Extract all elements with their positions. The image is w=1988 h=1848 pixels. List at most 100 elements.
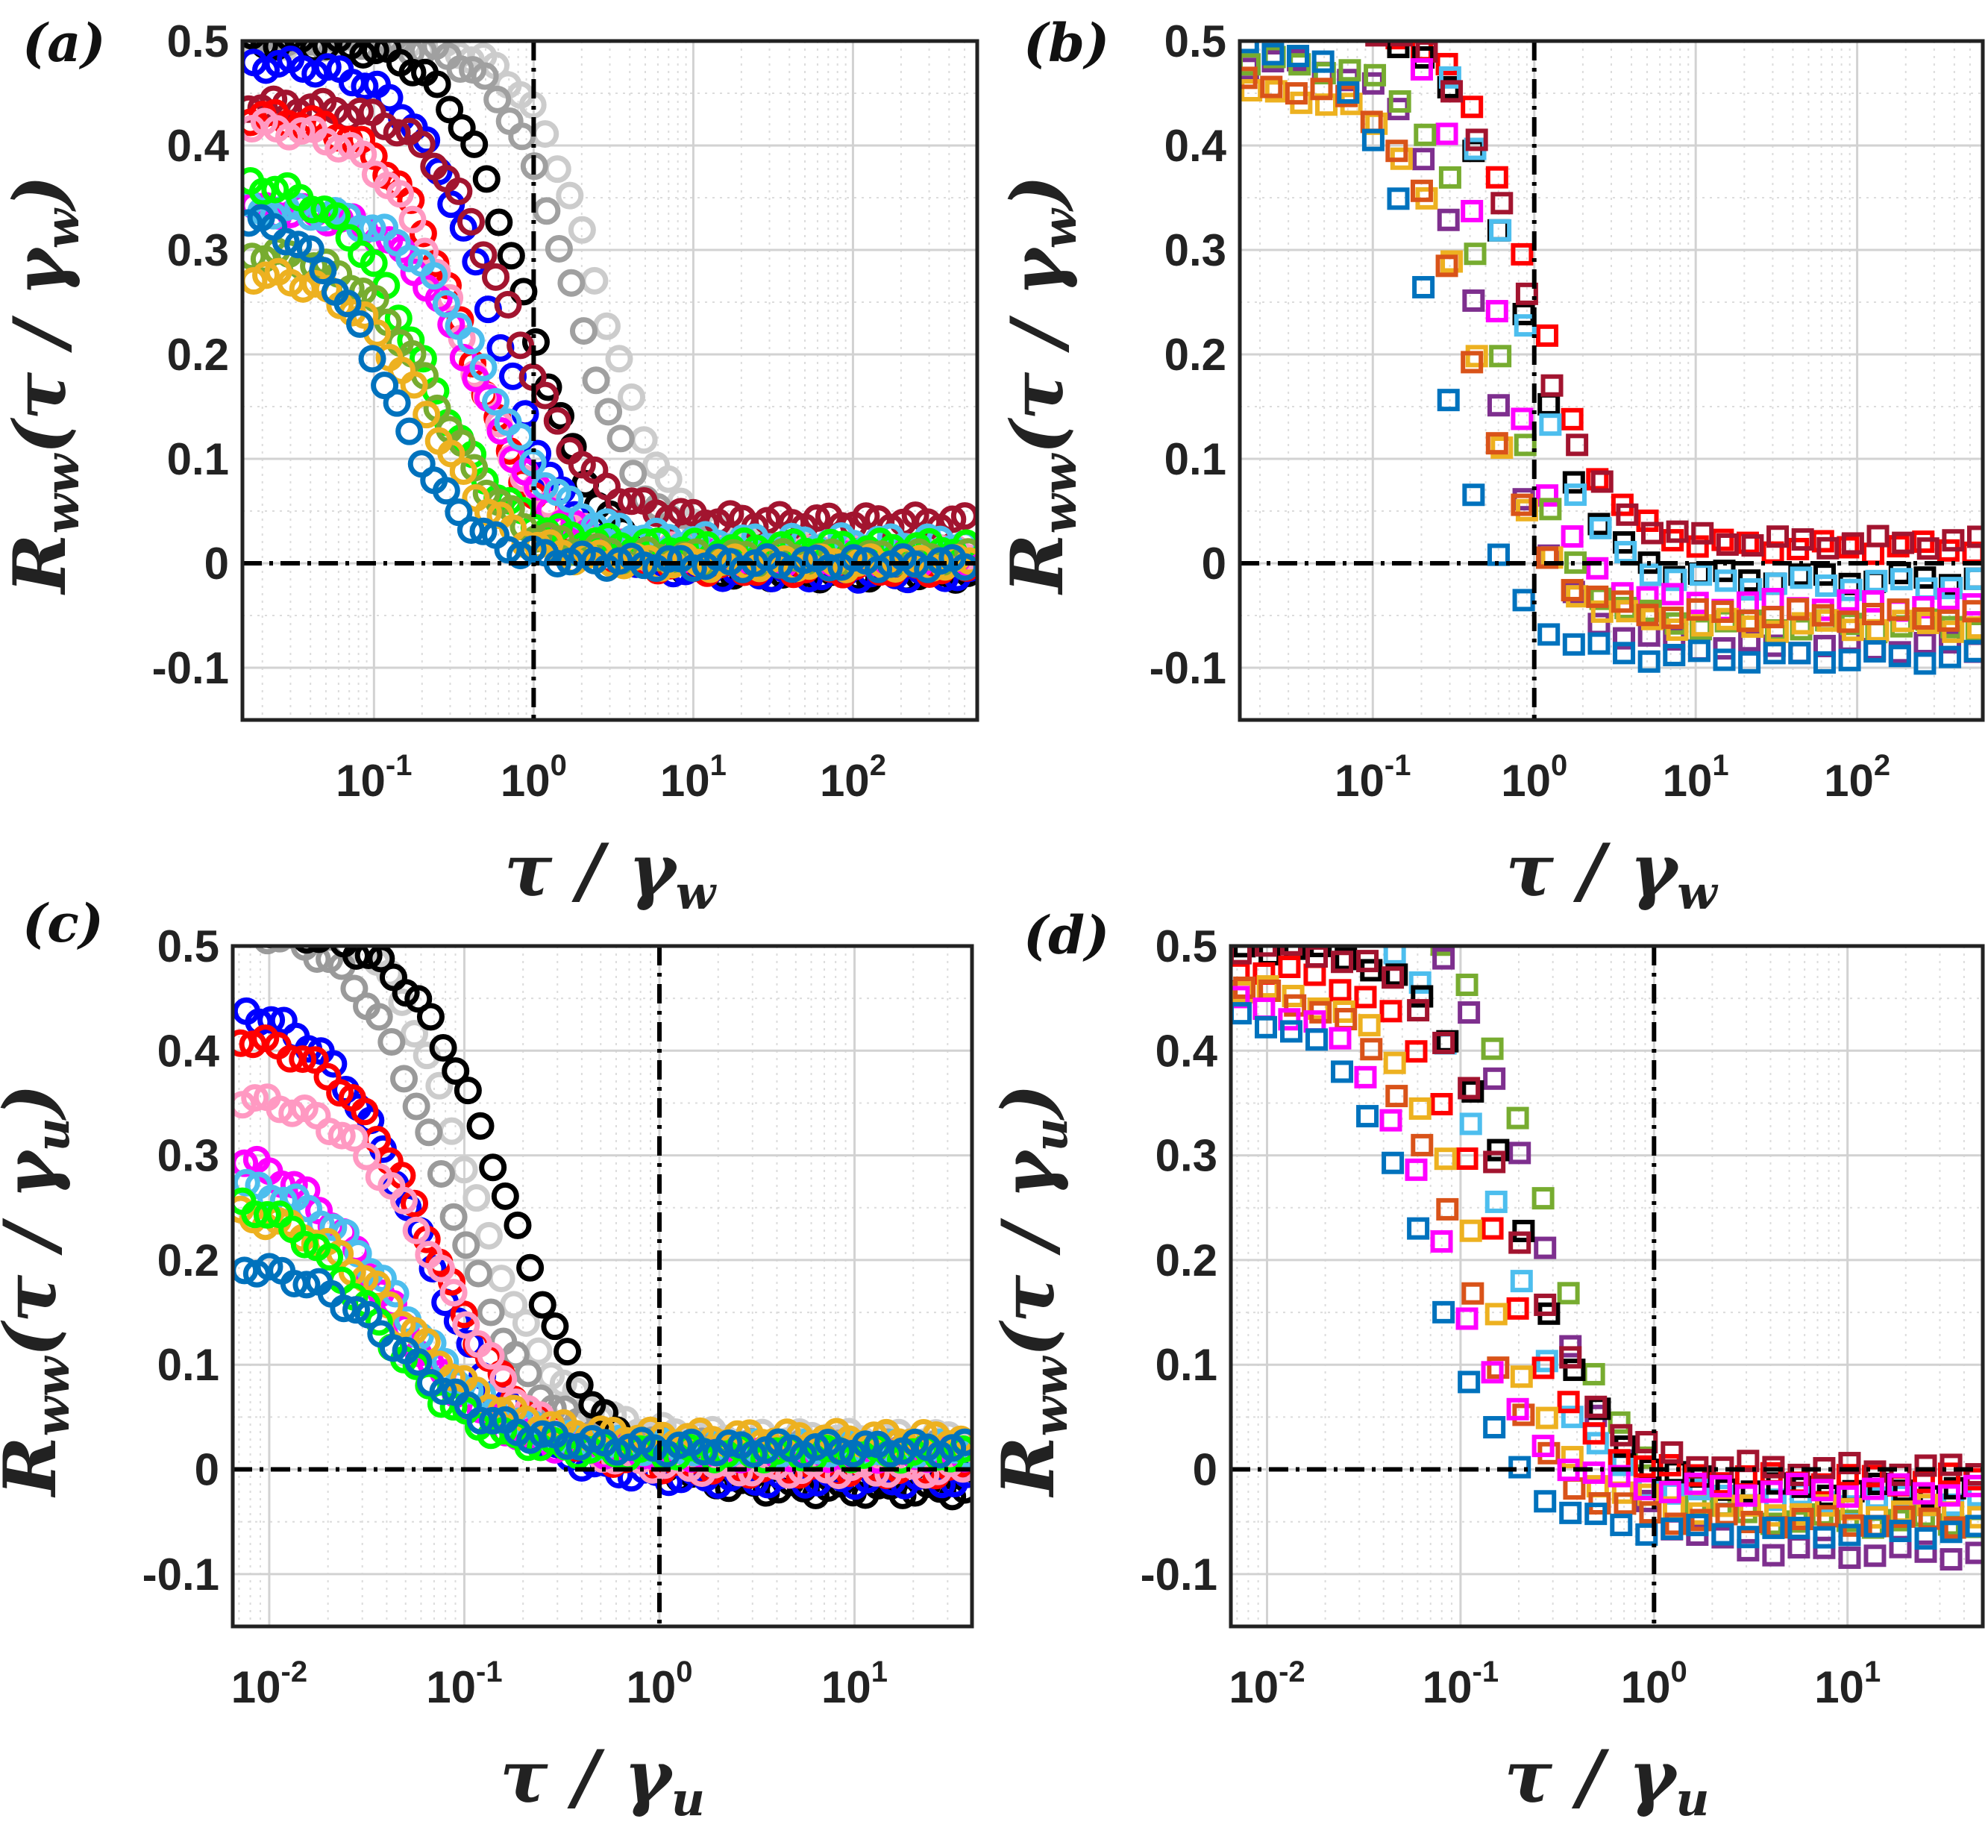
data-point bbox=[1913, 652, 1937, 675]
data-point bbox=[1608, 1411, 1631, 1434]
data-point bbox=[1489, 345, 1512, 368]
data-point bbox=[319, 1050, 348, 1078]
data-point bbox=[1559, 1346, 1582, 1369]
data-point bbox=[471, 62, 499, 90]
data-point bbox=[1310, 78, 1333, 101]
data-point bbox=[379, 1334, 407, 1362]
data-point bbox=[1333, 886, 1351, 904]
data-point bbox=[1278, 1008, 1301, 1031]
data-point bbox=[1289, 19, 1307, 37]
data-point bbox=[1537, 623, 1561, 646]
data-point bbox=[1314, 15, 1332, 33]
data-point bbox=[464, 1259, 492, 1288]
data-point bbox=[1912, 607, 1935, 630]
data-point bbox=[1737, 1526, 1760, 1549]
data-point bbox=[445, 498, 473, 527]
data-point bbox=[1940, 1453, 1963, 1476]
data-point bbox=[452, 1311, 480, 1339]
data-point bbox=[1557, 1391, 1580, 1414]
data-point bbox=[436, 95, 464, 124]
data-point bbox=[1259, 892, 1277, 909]
data-point bbox=[1408, 1097, 1432, 1120]
data-point bbox=[852, 502, 880, 530]
data-point bbox=[1587, 632, 1611, 655]
data-point bbox=[349, 140, 377, 169]
data-point bbox=[1305, 1028, 1329, 1051]
data-point bbox=[252, 261, 280, 289]
y-tick-label: 0.5 bbox=[1156, 921, 1217, 971]
data-point bbox=[1331, 888, 1349, 906]
data-point bbox=[1366, 0, 1384, 16]
data-point bbox=[383, 389, 411, 417]
data-point bbox=[541, 1312, 569, 1341]
data-point bbox=[938, 505, 967, 533]
data-point bbox=[1414, 41, 1437, 43]
data-point bbox=[1432, 1300, 1455, 1324]
data-point bbox=[1481, 1361, 1504, 1384]
data-point bbox=[1616, 503, 1639, 526]
data-point bbox=[1531, 1187, 1555, 1210]
data-point bbox=[556, 485, 584, 513]
data-point bbox=[1311, 50, 1335, 73]
data-point bbox=[1430, 1230, 1453, 1253]
x-tick-label: 100 bbox=[1501, 749, 1567, 806]
data-point bbox=[1586, 468, 1609, 491]
data-point bbox=[1412, 275, 1435, 298]
data-point bbox=[1462, 289, 1485, 312]
data-point bbox=[1430, 946, 1453, 956]
data-point bbox=[1531, 1435, 1555, 1458]
data-point bbox=[292, 1271, 321, 1299]
data-point bbox=[489, 1365, 518, 1394]
data-point bbox=[1310, 892, 1328, 909]
x-axis-label: τ / γw bbox=[504, 828, 718, 920]
data-point bbox=[839, 544, 868, 572]
data-point bbox=[377, 1028, 406, 1056]
data-point bbox=[1741, 534, 1764, 557]
data-point bbox=[1711, 528, 1734, 551]
data-point bbox=[1514, 433, 1537, 457]
data-point bbox=[1711, 600, 1734, 623]
data-point bbox=[1408, 921, 1426, 939]
data-point bbox=[437, 439, 465, 468]
data-point bbox=[1387, 16, 1405, 34]
data-point bbox=[1666, 618, 1689, 641]
panel-c: -0.1 0 0.1 0.2 0.3 0.4 0.5 10-2 10-1 100 101 τ / γu… bbox=[0, 892, 974, 1826]
data-point bbox=[424, 157, 453, 186]
data-point bbox=[474, 1221, 503, 1250]
data-point bbox=[1738, 651, 1761, 674]
data-point bbox=[1481, 1037, 1504, 1060]
y-tick-label: -0.1 bbox=[142, 1550, 219, 1600]
data-point bbox=[1284, 994, 1307, 1017]
data-point bbox=[1288, 13, 1305, 31]
data-point bbox=[1455, 974, 1479, 997]
data-point bbox=[1658, 1480, 1681, 1503]
data-point bbox=[1914, 1454, 1937, 1477]
data-point bbox=[439, 1279, 468, 1307]
data-point bbox=[778, 509, 806, 537]
data-point bbox=[520, 152, 548, 181]
data-point bbox=[1234, 881, 1252, 899]
data-point bbox=[578, 1424, 606, 1453]
data-point bbox=[1356, 950, 1379, 973]
data-point bbox=[1430, 1092, 1453, 1115]
y-tick-label: 0.4 bbox=[1156, 1026, 1218, 1076]
data-point bbox=[1459, 1219, 1482, 1242]
series-darkred bbox=[1365, 41, 1983, 560]
data-point bbox=[1338, 12, 1355, 30]
data-point bbox=[1664, 569, 1687, 592]
data-point bbox=[427, 1254, 455, 1282]
data-point bbox=[1338, 0, 1355, 16]
data-point bbox=[472, 165, 501, 193]
data-point bbox=[290, 1230, 319, 1259]
data-point bbox=[1339, 10, 1357, 28]
data-point bbox=[1942, 529, 1965, 552]
data-point bbox=[1937, 587, 1960, 610]
data-point bbox=[1511, 407, 1534, 430]
data-point bbox=[1363, 3, 1381, 21]
data-point bbox=[1661, 1441, 1684, 1464]
data-point bbox=[1384, 915, 1402, 933]
data-point bbox=[1764, 572, 1787, 595]
data-point bbox=[1559, 1501, 1582, 1524]
panel-a: -0.1 0 0.1 0.2 0.3 0.4 0.5 10-1 100 101 102 τ / γw R… bbox=[0, 12, 979, 920]
data-point bbox=[1813, 1526, 1836, 1549]
